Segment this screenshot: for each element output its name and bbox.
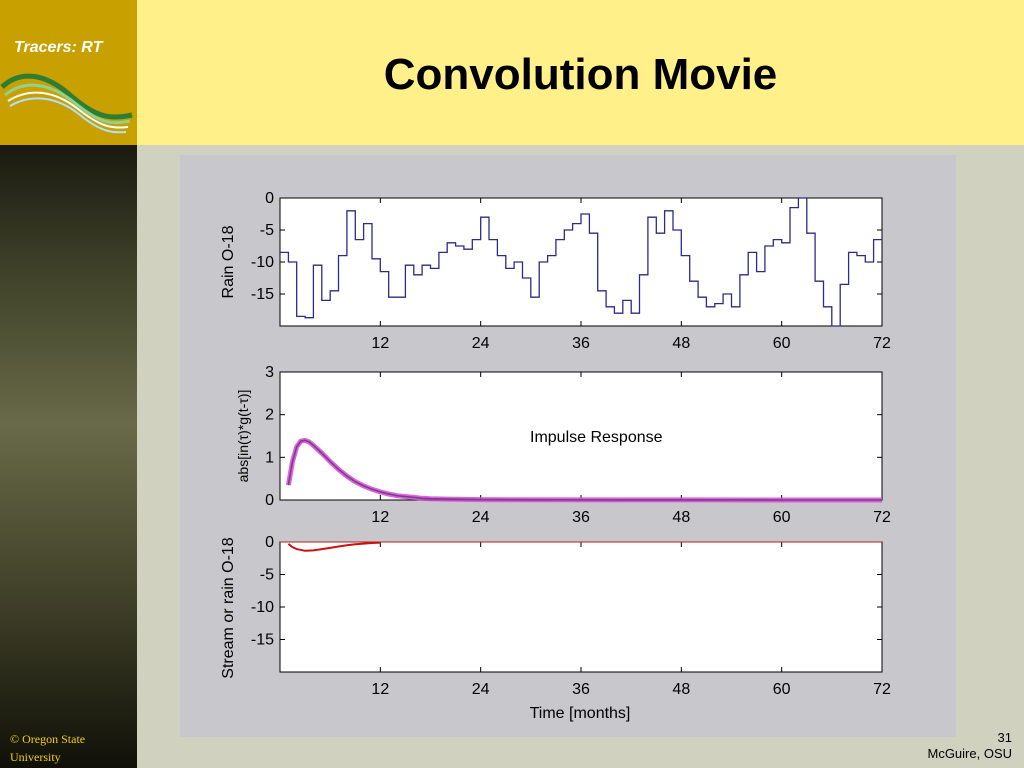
sidebar [0, 145, 137, 768]
rain-x-tick-labels: 12 24 36 48 60 72 [371, 335, 891, 352]
x-tick-label-3: 48 [672, 681, 690, 698]
y-tick-label-2: -10 [251, 254, 274, 271]
x-tick-label-5: 72 [873, 509, 891, 526]
stream-ticks [280, 541, 883, 672]
rain-ticks [280, 197, 883, 326]
river-logo-icon [0, 73, 133, 134]
y-tick-label-1: -5 [260, 567, 274, 584]
x-tick-label-4: 60 [773, 335, 791, 352]
impulse-ylabel: abs[in(τ)*g(t-τ)] [235, 390, 251, 483]
x-tick-label-5: 72 [873, 681, 891, 698]
rain-ylabel: Rain O-18 [220, 225, 237, 298]
x-tick-label-4: 60 [773, 681, 791, 698]
author-credit: McGuire, OSU [927, 746, 1012, 761]
impulse-x-tick-labels: 12 24 36 48 60 72 [371, 509, 891, 526]
x-tick-label-2: 36 [572, 681, 590, 698]
stream-plot-area [279, 541, 883, 673]
y-tick-label-1: 1 [265, 449, 274, 466]
stream-x-tick-labels: 12 24 36 48 60 72 [371, 681, 891, 698]
y-tick-label-3: -15 [251, 632, 274, 649]
impulse-y-tick-labels: 0 1 2 3 [265, 364, 274, 509]
stream-panel: 0 -5 -10 -15 12 24 36 48 60 72 Stream or rain O-… [220, 534, 891, 722]
footer-copyright: © Oregon State University [10, 732, 86, 764]
slide-number: 31 [997, 730, 1012, 745]
y-tick-label-1: -5 [260, 222, 274, 239]
y-tick-label-0: 0 [265, 492, 274, 509]
rain-series-line [280, 197, 882, 327]
x-tick-label-0: 12 [371, 681, 389, 698]
x-tick-label-1: 24 [472, 509, 490, 526]
x-tick-label-2: 36 [572, 335, 590, 352]
course-label: Tracers: RT [14, 39, 103, 56]
logo-box: Tracers: RT [0, 0, 137, 145]
rain-y-tick-labels: 0 -5 -10 -15 [251, 190, 274, 303]
x-tick-label-2: 36 [572, 509, 590, 526]
x-tick-label-1: 24 [472, 335, 490, 352]
impulse-annotation: Impulse Response [530, 429, 663, 446]
y-tick-label-2: 2 [265, 407, 274, 424]
x-tick-label-0: 12 [371, 509, 389, 526]
title-band [137, 0, 1024, 145]
rain-panel: 0 -5 -10 -15 12 24 36 48 60 72 Rain O-18 [220, 190, 891, 352]
y-tick-label-3: 3 [265, 364, 274, 381]
stream-ylabel: Stream or rain O-18 [220, 537, 237, 678]
stream-series-line [287, 541, 381, 552]
stream-xlabel: Time [months] [530, 705, 631, 722]
x-tick-label-5: 72 [873, 335, 891, 352]
x-tick-label-3: 48 [672, 335, 690, 352]
slide-title: Convolution Movie [383, 50, 778, 99]
y-tick-label-0: 0 [265, 190, 274, 207]
x-tick-label-0: 12 [371, 335, 389, 352]
impulse-plot-area [279, 371, 883, 501]
y-tick-label-0: 0 [265, 534, 274, 551]
stream-y-tick-labels: 0 -5 -10 -15 [251, 534, 274, 649]
impulse-series-line [287, 439, 882, 501]
y-tick-label-3: -15 [251, 286, 274, 303]
x-tick-label-3: 48 [672, 509, 690, 526]
x-tick-label-4: 60 [773, 509, 791, 526]
y-tick-label-2: -10 [251, 599, 274, 616]
x-tick-label-1: 24 [472, 681, 490, 698]
